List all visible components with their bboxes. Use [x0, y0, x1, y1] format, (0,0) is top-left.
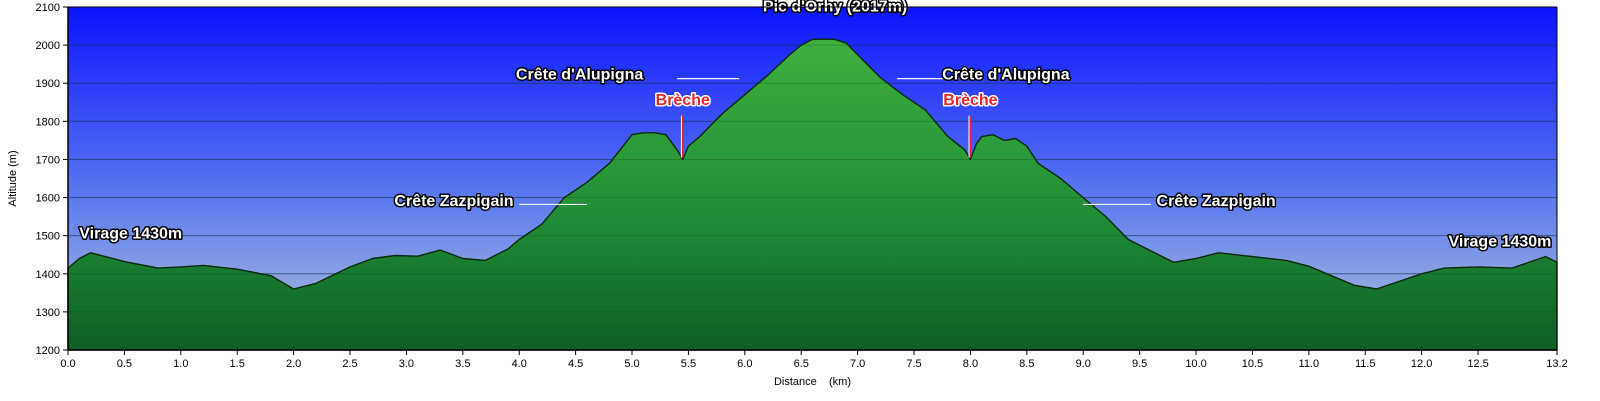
annotation-label-4: Brèche [943, 92, 997, 109]
x-tick-label-2: 1.0 [173, 358, 188, 370]
x-axis-ticks: 0.0 0.5 1.0 1.5 2.0 2.5 3.0 3.5 4.0 4.5 5.0 5.5 6.0 6… [60, 350, 1568, 370]
x-tick-label-9: 4.5 [568, 358, 583, 370]
x-tick-label-17: 8.5 [1019, 358, 1034, 370]
y-axis-ticks: 1200 1300 1400 1500 1600 1700 1800 1900 2000 2100 [36, 2, 68, 357]
y-tick-label-8: 2000 [36, 40, 60, 52]
y-tick-label-0: 1200 [36, 345, 60, 357]
y-tick-label-6: 1800 [36, 116, 60, 128]
x-tick-label-23: 11.5 [1355, 358, 1376, 370]
y-tick-label-4: 1600 [36, 193, 60, 205]
x-tick-label-19: 9.5 [1132, 358, 1147, 370]
annotation-label-0: Pic d'Orhy (2017m) [763, 0, 907, 16]
x-tick-label-14: 7.0 [850, 358, 865, 370]
y-tick-label-5: 1700 [36, 154, 60, 166]
x-tick-label-18: 9.0 [1076, 358, 1091, 370]
y-tick-label-3: 1500 [36, 231, 60, 243]
x-tick-label-5: 2.5 [342, 358, 357, 370]
x-tick-label-24: 12.0 [1411, 358, 1432, 370]
elevation-area [67, 38, 1558, 351]
x-tick-label-0: 0.0 [60, 358, 75, 370]
annotation-label-8: Virage 1430m [1448, 233, 1551, 250]
x-tick-label-21: 10.5 [1242, 358, 1263, 370]
annotation-label-5: Crête Zazpigain [394, 193, 513, 210]
x-tick-label-1: 0.5 [117, 358, 132, 370]
x-tick-label-26: 13.2 [1546, 358, 1567, 370]
y-tick-label-7: 1900 [36, 78, 60, 90]
x-tick-label-11: 5.5 [681, 358, 696, 370]
x-tick-label-10: 5.0 [624, 358, 639, 370]
x-tick-label-13: 6.5 [794, 358, 809, 370]
y-tick-label-9: 2100 [36, 2, 60, 14]
x-tick-label-6: 3.0 [399, 358, 414, 370]
annotation-label-3: Brèche [656, 92, 710, 109]
x-tick-label-15: 7.5 [906, 358, 921, 370]
y-axis-title: Altitude (m) [7, 150, 19, 206]
x-tick-label-4: 2.0 [286, 358, 301, 370]
x-tick-label-22: 11.0 [1299, 358, 1320, 370]
x-tick-label-25: 12.5 [1467, 358, 1488, 370]
annotation-label-1: Crête d'Alupigna [516, 66, 643, 83]
annotation-label-6: Crête Zazpigain [1157, 193, 1276, 210]
x-tick-label-3: 1.5 [230, 358, 245, 370]
annotations: Pic d'Orhy (2017m) Crête d'Alupigna Crête … [78, 0, 1553, 252]
x-tick-label-20: 10.0 [1185, 358, 1206, 370]
x-tick-label-7: 3.5 [455, 358, 470, 370]
x-tick-label-12: 6.0 [737, 358, 752, 370]
x-tick-label-8: 4.0 [512, 358, 527, 370]
annotation-label-2: Crête d'Alupigna [942, 66, 1069, 83]
y-tick-label-1: 1300 [36, 307, 60, 319]
y-tick-label-2: 1400 [36, 269, 60, 281]
x-tick-label-16: 8.0 [963, 358, 978, 370]
annotation-label-7: Virage 1430m [79, 226, 182, 243]
x-axis-title: Distance (km) [774, 376, 851, 388]
